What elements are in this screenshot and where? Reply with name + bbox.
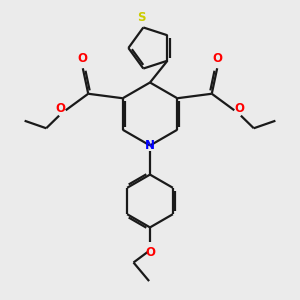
Text: O: O <box>234 102 244 115</box>
Text: O: O <box>78 52 88 64</box>
Text: O: O <box>56 102 66 115</box>
Text: O: O <box>212 52 222 64</box>
Text: O: O <box>145 246 155 259</box>
Text: S: S <box>138 11 146 24</box>
Text: N: N <box>145 139 155 152</box>
